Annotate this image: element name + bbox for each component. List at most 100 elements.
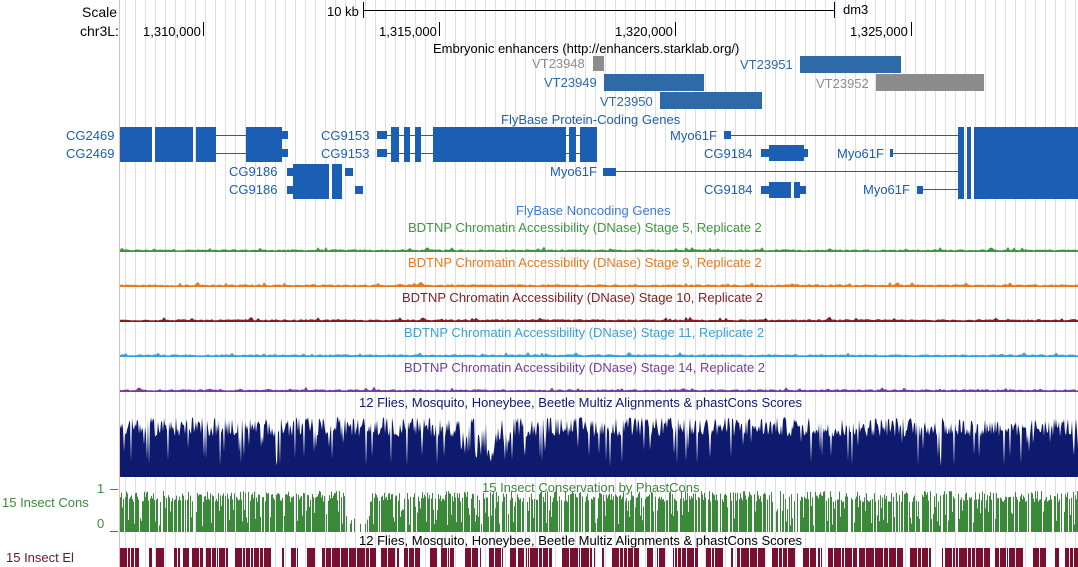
ruler-tick [203, 22, 204, 36]
gene-utr[interactable] [917, 186, 923, 194]
gene-utr[interactable] [377, 149, 387, 157]
ruler-tick [675, 22, 676, 36]
scale-text: 10 kb [327, 4, 359, 19]
ruler-tick-label: 1,320,000 [615, 24, 673, 39]
phastcons-axis-max: 1 [97, 481, 105, 496]
conserved-elements[interactable] [120, 548, 1078, 567]
gene-exon[interactable] [415, 127, 421, 162]
dnase-signal-stage-9[interactable] [120, 273, 1078, 287]
enhancer-label[interactable]: VT23951 [740, 57, 793, 72]
gene-exon[interactable] [569, 127, 576, 162]
dnase-signal-stage-5[interactable] [120, 238, 1078, 252]
dnase-track-title[interactable]: BDTNP Chromatin Accessibility (DNase) St… [402, 290, 764, 305]
gene-label[interactable]: CG9184 [704, 146, 753, 161]
dnase-track-title[interactable]: BDTNP Chromatin Accessibility (DNase) St… [404, 325, 765, 340]
gene-utr[interactable] [345, 168, 353, 176]
ruler-tick-label: 1,315,000 [379, 24, 437, 39]
gene-utr[interactable] [724, 131, 731, 139]
gene-exon[interactable] [769, 145, 804, 161]
gene-label[interactable]: CG2469 [66, 128, 115, 143]
gene-utr[interactable] [377, 131, 387, 139]
dnase-track-title[interactable]: BDTNP Chromatin Accessibility (DNase) St… [408, 255, 762, 270]
gene-exon[interactable] [196, 127, 216, 162]
protein-genes-track-title[interactable]: FlyBase Protein-Coding Genes [501, 112, 681, 127]
gene-exon[interactable] [404, 127, 410, 162]
phastcons-axis-min: 0 [97, 516, 105, 531]
enhancer-feature[interactable] [876, 74, 984, 91]
enhancer-label[interactable]: VT23949 [544, 75, 597, 90]
dnase-signal-stage-11[interactable] [120, 343, 1078, 357]
gene-utr[interactable] [355, 186, 363, 194]
chrom-label: chr3L: [80, 23, 119, 39]
gene-utr[interactable] [603, 168, 616, 176]
gene-utr[interactable] [282, 149, 288, 157]
enhancers-track-title[interactable]: Embryonic enhancers (http://enhancers.st… [433, 41, 740, 56]
enhancer-label[interactable]: VT23952 [816, 76, 869, 91]
gene-exon[interactable] [293, 164, 329, 199]
enhancer-label[interactable]: VT23950 [600, 94, 653, 109]
dnase-track-title[interactable]: BDTNP Chromatin Accessibility (DNase) St… [404, 360, 766, 375]
gene-label[interactable]: Myo61F [670, 128, 717, 143]
gene-label[interactable]: Myo61F [837, 146, 884, 161]
gene-utr[interactable] [761, 186, 769, 194]
scale-label: Scale [82, 4, 118, 20]
gene-exon[interactable] [974, 127, 1078, 199]
gene-utr[interactable] [890, 149, 893, 157]
gene-label[interactable]: CG9153 [321, 128, 370, 143]
dnase-signal-stage-14[interactable] [120, 378, 1078, 392]
enhancer-feature[interactable] [660, 92, 762, 109]
elements-track-title[interactable]: 12 Flies, Mosquito, Honeybee, Beetle Mul… [359, 533, 802, 548]
enhancer-feature[interactable] [800, 56, 901, 73]
gene-label[interactable]: CG9186 [229, 182, 278, 197]
gene-exon[interactable] [391, 127, 399, 162]
ruler-tick-label: 1,310,000 [143, 24, 201, 39]
noncoding-genes-track-title[interactable]: FlyBase Noncoding Genes [516, 203, 671, 218]
gene-exon[interactable] [967, 127, 971, 199]
gene-utr[interactable] [287, 168, 293, 176]
dnase-signal-stage-10[interactable] [120, 308, 1078, 322]
assembly-label: dm3 [843, 2, 869, 17]
phastcons-axis-tick [110, 489, 118, 490]
gene-exon[interactable] [794, 182, 800, 198]
enhancer-feature[interactable] [593, 56, 604, 71]
elements-side-label: 15 Insect El [6, 550, 74, 565]
enhancer-feature[interactable] [604, 74, 704, 91]
gene-utr[interactable] [804, 149, 808, 157]
gene-exon[interactable] [332, 164, 342, 199]
gene-label[interactable]: CG9153 [321, 146, 370, 161]
gene-intron [731, 135, 958, 136]
gene-intron [923, 189, 958, 190]
gene-utr[interactable] [800, 186, 806, 194]
gene-exon[interactable] [246, 127, 282, 162]
gene-label[interactable]: Myo61F [863, 182, 910, 197]
gene-utr[interactable] [282, 131, 288, 139]
scale-bar [363, 10, 835, 11]
gene-label[interactable]: Myo61F [550, 164, 597, 179]
phastcons-track-title[interactable]: 15 Insect Conservation by PhastCons [482, 480, 700, 495]
gene-exon[interactable] [433, 127, 566, 162]
enhancer-label[interactable]: VT23948 [532, 56, 585, 71]
gene-exon[interactable] [769, 182, 791, 198]
ruler-tick [439, 22, 440, 36]
gene-exon[interactable] [580, 127, 597, 162]
phastcons-side-label: 15 Insect Cons [2, 495, 89, 510]
phastcons-signal[interactable] [120, 491, 1078, 532]
dnase-track-title[interactable]: BDTNP Chromatin Accessibility (DNase) St… [408, 220, 762, 235]
gene-intron [616, 171, 958, 172]
gene-exon[interactable] [155, 127, 193, 162]
gene-utr[interactable] [287, 186, 293, 194]
multiz-track-title[interactable]: 12 Flies, Mosquito, Honeybee, Beetle Mul… [359, 395, 802, 410]
gene-intron [893, 153, 958, 154]
gene-intron [216, 135, 246, 136]
gene-exon[interactable] [120, 127, 152, 162]
gene-utr[interactable] [761, 149, 769, 157]
ruler-tick [911, 22, 912, 36]
gene-label[interactable]: CG2469 [66, 146, 115, 161]
gene-label[interactable]: CG9186 [229, 164, 278, 179]
label-area-border [119, 0, 120, 567]
gene-label[interactable]: CG9184 [704, 182, 753, 197]
phastcons-axis-tick [110, 531, 118, 532]
gene-exon[interactable] [958, 127, 964, 199]
multiz-signal[interactable] [120, 411, 1078, 477]
